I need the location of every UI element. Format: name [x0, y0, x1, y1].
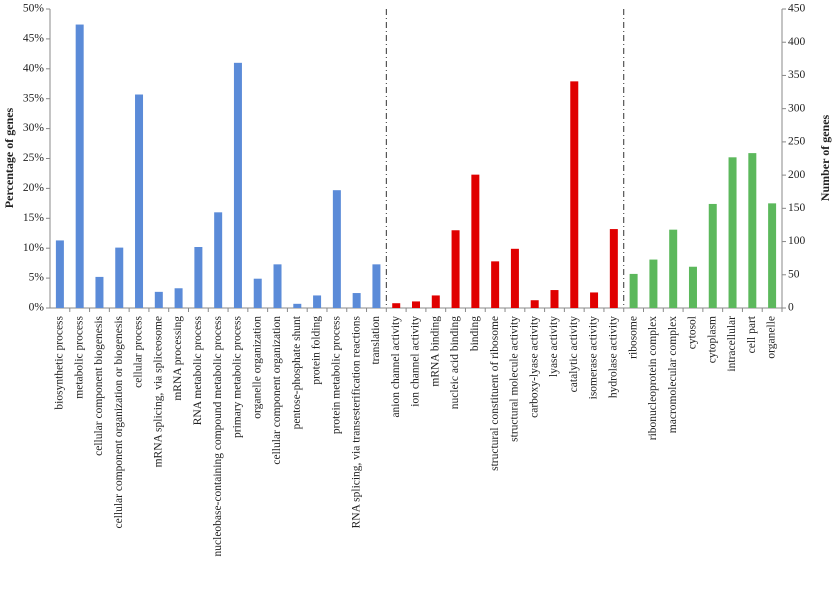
x-tick-label: organelle [766, 316, 778, 359]
y-tick-label: 35% [23, 92, 45, 104]
x-tick-label: lyase activity [548, 316, 560, 377]
bar [154, 291, 163, 308]
bar [708, 203, 717, 308]
y-tick-label: 5% [29, 272, 45, 284]
x-tick-label: structural constituent of ribosome [489, 316, 501, 471]
y-tick-label: 0% [29, 302, 45, 314]
bar [332, 190, 341, 308]
y2-tick-label: 200 [788, 169, 806, 181]
x-tick-label: isomerase activity [588, 316, 600, 400]
x-tick-label: protein metabolic process [331, 315, 343, 434]
y-axis-title: Percentage of genes [2, 107, 16, 208]
bar [471, 174, 480, 308]
y2-tick-label: 50 [788, 268, 800, 280]
bar [313, 295, 322, 308]
bar [293, 303, 302, 308]
y-tick-label: 45% [23, 33, 45, 45]
x-tick-label: structural molecule activity [509, 316, 521, 442]
bar [451, 230, 460, 308]
x-tick-label: carboxy-lyase activity [528, 316, 540, 418]
bar [510, 248, 519, 308]
bar [768, 203, 777, 308]
bar [55, 240, 64, 308]
y-tick-label: 50% [23, 3, 45, 15]
x-tick-label: pentose-phosphate shunt [291, 315, 303, 429]
x-tick-label: ion channel activity [410, 316, 422, 407]
y2-tick-label: 150 [788, 202, 806, 214]
x-tick-label: mRNA processing [172, 316, 184, 401]
x-tick-label: catalytic activity [568, 316, 580, 393]
bar [748, 153, 757, 308]
x-tick-label: mRNA splicing, via spliceosome [152, 316, 164, 467]
x-tick-label: metabolic process [73, 315, 85, 398]
x-tick-label: macromolecular complex [667, 316, 679, 433]
x-tick-label: biosynthetic process [54, 315, 66, 409]
bar [609, 229, 618, 308]
bar [688, 266, 697, 308]
x-tick-label: organelle organization [251, 316, 263, 419]
x-tick-label: binding [469, 316, 481, 351]
x-tick-label: cellular component organization [271, 316, 283, 465]
y2-tick-label: 300 [788, 102, 806, 114]
bar [669, 229, 678, 308]
y2-tick-label: 100 [788, 235, 806, 247]
x-tick-label: cellular process [133, 315, 145, 387]
bar [550, 290, 559, 308]
bar [728, 157, 737, 308]
bar [174, 288, 183, 308]
y-tick-label: 25% [23, 152, 45, 164]
bar [135, 94, 144, 308]
x-tick-label: intracellular [726, 316, 738, 372]
bar [491, 261, 500, 308]
y-tick-label: 15% [23, 212, 45, 224]
x-tick-label: translation [370, 316, 382, 365]
x-tick-label: cellular component organization or bioge… [113, 315, 125, 528]
y-tick-label: 30% [23, 122, 45, 134]
bar [431, 295, 440, 308]
y2-tick-label: 400 [788, 36, 806, 48]
x-tick-label: ribonucleoprotein complex [647, 316, 659, 440]
bar [253, 278, 262, 308]
y-tick-label: 20% [23, 182, 45, 194]
y2-tick-label: 450 [788, 3, 806, 15]
bar [590, 292, 599, 308]
x-tick-label: anion channel activity [390, 316, 402, 418]
x-tick-label: cytoplasm [706, 316, 718, 363]
x-tick-label: cell part [746, 315, 758, 353]
x-tick-label: RNA metabolic process [192, 315, 204, 425]
bar [530, 300, 539, 308]
bar [372, 264, 381, 308]
x-tick-label: RNA splicing, via transesterification re… [350, 315, 362, 528]
bar [75, 24, 84, 308]
bar [273, 264, 282, 308]
y2-tick-label: 0 [788, 302, 794, 314]
y2-tick-label: 250 [788, 136, 806, 148]
x-tick-label: mRNA binding [429, 316, 441, 387]
x-tick-label: hydrolase activity [607, 316, 619, 398]
x-tick-label: cytosol [687, 316, 699, 349]
bar [233, 62, 242, 308]
bar [392, 303, 401, 308]
y-tick-label: 10% [23, 242, 45, 254]
y-tick-label: 40% [23, 62, 45, 74]
x-tick-label: nucleobase-containing compound metabolic… [212, 315, 224, 556]
x-tick-label: protein folding [311, 316, 323, 385]
bar [570, 81, 579, 308]
bar [95, 276, 104, 308]
x-tick-label: primary metabolic process [232, 315, 244, 438]
x-tick-label: ribosome [627, 316, 639, 359]
bar [629, 273, 638, 308]
y2-axis-title: Number of genes [818, 114, 832, 201]
bar [649, 259, 658, 308]
x-tick-label: nucleic acid binding [449, 316, 461, 409]
y2-tick-label: 350 [788, 69, 806, 81]
x-tick-label: cellular component biogenesis [93, 315, 105, 455]
bar [214, 212, 223, 308]
bar [352, 293, 361, 308]
bar [412, 301, 420, 308]
bar [194, 247, 203, 308]
bar [115, 247, 124, 308]
